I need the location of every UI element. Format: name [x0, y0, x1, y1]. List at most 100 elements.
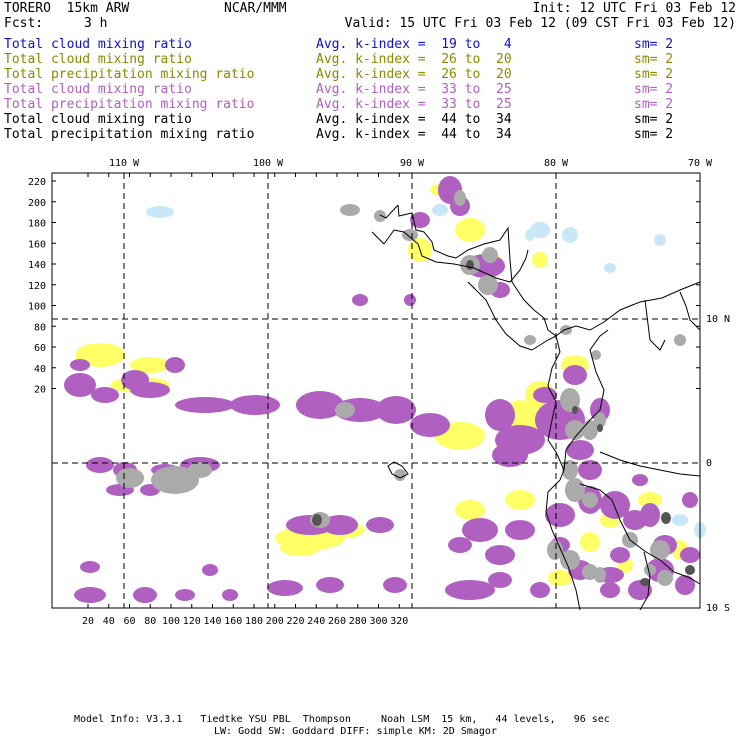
- gray-cloud: [402, 229, 418, 241]
- y-tick-label: 80: [34, 322, 46, 333]
- gray-cloud: [582, 492, 598, 508]
- purple-cloud: [600, 491, 630, 519]
- light-blue-cloud: [146, 206, 174, 218]
- legend-kindex: Avg. k-index = 44 to 34: [316, 112, 512, 127]
- purple-cloud: [376, 396, 416, 424]
- yellow-cloud: [532, 252, 548, 268]
- y-tick-label: 220: [28, 177, 46, 188]
- gray-cloud: [454, 190, 466, 206]
- purple-cloud: [610, 547, 630, 563]
- purple-cloud: [133, 587, 157, 603]
- purple-cloud: [64, 373, 96, 397]
- latitude-label: 10 N: [706, 314, 730, 325]
- gray-cloud: [116, 468, 144, 488]
- legend-sm: sm= 2: [634, 82, 674, 97]
- x-tick-label: 100: [162, 616, 180, 627]
- legend-kindex: Avg. k-index = 33 to 25: [316, 82, 512, 97]
- purple-cloud: [404, 294, 416, 306]
- x-tick-label: 320: [390, 616, 408, 627]
- dark-gray-cloud: [685, 565, 695, 575]
- purple-cloud: [70, 359, 90, 371]
- legend-field: Total precipitation mixing ratio: [4, 67, 255, 82]
- gray-cloud: [335, 402, 355, 418]
- dark-gray-cloud: [661, 512, 671, 524]
- light-blue-cloud: [530, 222, 550, 238]
- dark-gray-cloud: [466, 260, 474, 270]
- gray-cloud: [478, 275, 498, 295]
- y-tick-label: 40: [34, 364, 46, 375]
- light-blue-cloud: [525, 229, 535, 241]
- light-blue-cloud: [562, 227, 578, 243]
- yellow-cloud: [638, 492, 662, 508]
- legend-kindex: Avg. k-index = 26 to 20: [316, 67, 512, 82]
- purple-cloud: [492, 443, 528, 467]
- lat-lon-grid: [52, 173, 700, 608]
- forecast-label: Fcst:: [4, 16, 44, 31]
- purple-cloud: [448, 537, 472, 553]
- gray-cloud: [582, 564, 598, 580]
- y-tick-label: 20: [34, 385, 46, 396]
- purple-cloud: [533, 387, 557, 403]
- x-tick-label: 280: [349, 616, 367, 627]
- x-tick-label: 20: [82, 616, 94, 627]
- gray-cloud: [394, 469, 406, 481]
- legend-kindex: Avg. k-index = 19 to 4: [316, 37, 512, 52]
- init-time: Init: 12 UTC Fri 03 Feb 12: [532, 1, 737, 16]
- legend-sm: sm= 2: [634, 97, 674, 112]
- purple-cloud: [410, 212, 430, 228]
- yellow-cloud: [455, 218, 485, 242]
- x-tick-label: 240: [307, 616, 325, 627]
- longitude-label: 70 W: [688, 158, 713, 169]
- gray-cloud: [482, 247, 498, 263]
- yellow-cloud: [455, 500, 485, 520]
- map-frame: [51, 172, 701, 609]
- x-tick-label: 260: [328, 616, 346, 627]
- gray-cloud: [560, 325, 572, 335]
- x-tick-label: 60: [123, 616, 135, 627]
- light-blue-cloud: [654, 234, 666, 246]
- purple-cloud: [682, 492, 698, 508]
- purple-cloud: [462, 518, 498, 542]
- purple-cloud: [640, 503, 660, 527]
- yellow-cloud: [580, 532, 600, 552]
- purple-cloud: [267, 580, 303, 596]
- x-tick-label: 40: [103, 616, 115, 627]
- longitude-label: 100 W: [253, 158, 284, 169]
- yellow-cloud: [75, 343, 125, 367]
- gray-cloud: [374, 210, 386, 222]
- legend-kindex: Avg. k-index = 26 to 20: [316, 52, 512, 67]
- valid-time: Valid: 15 UTC Fri 03 Feb 12 (09 CST Fri …: [344, 16, 736, 31]
- yellow-cloud: [548, 570, 572, 586]
- purple-cloud: [121, 370, 149, 390]
- latitude-label: 0: [706, 458, 712, 469]
- legend-field: Total cloud mixing ratio: [4, 82, 192, 97]
- purple-cloud: [202, 564, 218, 576]
- legend-field: Total precipitation mixing ratio: [4, 127, 255, 142]
- gray-cloud: [650, 540, 670, 560]
- legend-field: Total cloud mixing ratio: [4, 52, 192, 67]
- purple-cloud: [563, 365, 587, 385]
- model-info-line2: LW: Godd SW: Goddard DIFF: simple KM: 2D…: [214, 726, 497, 737]
- dark-gray-cloud: [597, 424, 603, 432]
- purple-cloud: [530, 582, 550, 598]
- gray-cloud: [524, 335, 536, 345]
- y-tick-label: 100: [28, 302, 46, 313]
- longitude-label: 80 W: [544, 158, 569, 169]
- coastline: [371, 204, 701, 611]
- model-info-line1: Model Info: V3.3.1 Tiedtke YSU PBL Thomp…: [74, 714, 610, 725]
- purple-cloud: [352, 294, 368, 306]
- x-tick-label: 220: [286, 616, 304, 627]
- gray-cloud: [565, 478, 585, 502]
- purple-cloud: [578, 460, 602, 480]
- purple-cloud: [410, 413, 450, 437]
- organization-label: NCAR/MMM: [224, 1, 287, 16]
- legend-field: Total cloud mixing ratio: [4, 112, 192, 127]
- purple-cloud: [566, 440, 594, 460]
- purple-cloud: [222, 589, 238, 601]
- legend-field: Total precipitation mixing ratio: [4, 97, 255, 112]
- purple-cloud: [485, 545, 515, 565]
- latitude-label: 10 S: [706, 603, 730, 614]
- purple-cloud: [316, 577, 344, 593]
- legend-sm: sm= 2: [634, 112, 674, 127]
- legend-sm: sm= 2: [634, 37, 674, 52]
